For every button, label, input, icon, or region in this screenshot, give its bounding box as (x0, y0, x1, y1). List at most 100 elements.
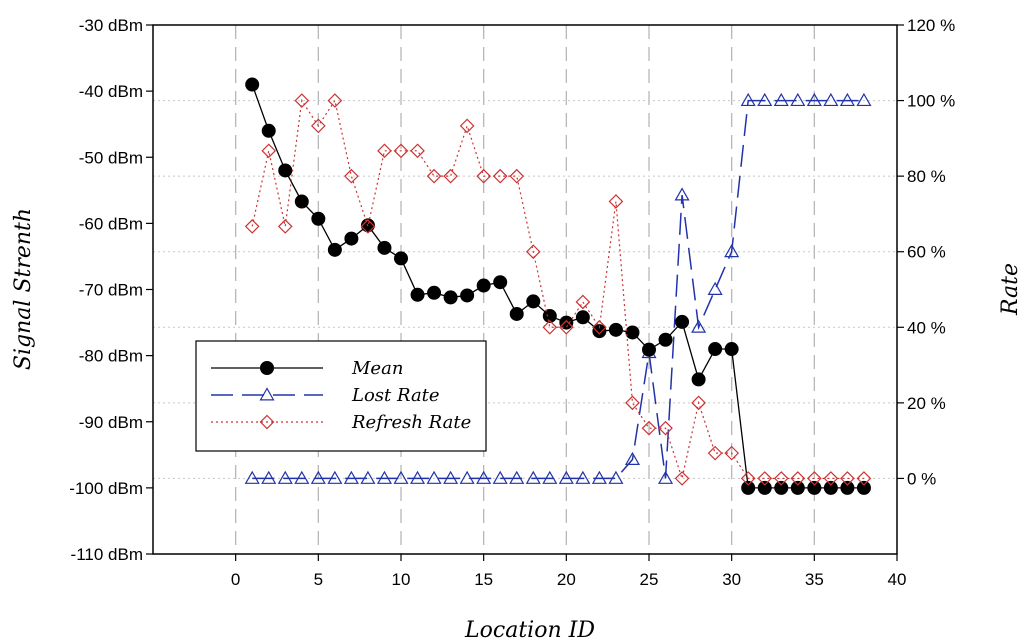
point-refresh-rate (492, 168, 508, 184)
point-lost-rate (790, 92, 806, 107)
y-tick-label: -40 dBm (79, 82, 143, 101)
point-lost-rate (624, 451, 641, 466)
x-tick-label: 40 (888, 570, 907, 589)
point-refresh-rate (360, 219, 376, 234)
point-refresh-rate (310, 118, 326, 134)
y2-tick-label: 60 % (907, 243, 946, 262)
point-lost-rate (360, 470, 376, 484)
legend: Mean Lost Rate Refresh Rate (195, 340, 487, 452)
point-mean (658, 332, 673, 347)
point-lost-rate (542, 470, 558, 484)
point-lost-rate (343, 470, 359, 484)
point-lost-rate (558, 470, 574, 484)
point-refresh-rate (674, 471, 690, 486)
point-refresh-rate (790, 471, 806, 486)
point-lost-rate (839, 92, 855, 107)
point-mean (394, 251, 408, 266)
point-refresh-rate (691, 395, 706, 411)
point-mean (708, 342, 723, 357)
legend-box (195, 340, 487, 452)
y2-tick-label: 80 % (907, 167, 946, 186)
point-mean (294, 194, 309, 209)
point-refresh-rate (459, 118, 475, 134)
point-lost-rate (740, 92, 756, 107)
point-lost-rate (393, 470, 409, 484)
point-mean (261, 123, 276, 138)
point-mean (559, 315, 574, 330)
axes: 0 5 10 15 20 25 30 35 40 -30 dBm -40 dBm -50 dBm -60… (69, 16, 955, 589)
series-refresh-rate (244, 93, 872, 486)
point-mean (823, 480, 838, 495)
x-tick-label: 20 (557, 570, 576, 589)
y-tick-label: -110 dBm (71, 545, 143, 564)
point-refresh-rate (823, 471, 839, 486)
point-lost-rate (856, 92, 872, 107)
point-refresh-rate (426, 168, 442, 184)
point-mean (410, 287, 425, 302)
point-mean (493, 275, 508, 290)
point-lost-rate (409, 470, 426, 484)
point-lost-rate (707, 281, 723, 295)
point-refresh-rate (277, 219, 293, 234)
point-refresh-rate (558, 319, 574, 335)
y2-tick-label: 120 % (907, 16, 955, 35)
legend-label-mean: Mean (351, 358, 403, 379)
point-refresh-rate (840, 471, 855, 486)
y-tick-label: -60 dBm (79, 214, 143, 233)
point-lost-rate (277, 470, 293, 484)
point-mean (741, 480, 756, 495)
point-mean (675, 314, 690, 329)
point-lost-rate (492, 470, 508, 484)
x-tick-label: 0 (231, 570, 240, 589)
x-tick-label: 10 (392, 570, 411, 589)
legend-marker-refresh-rate (259, 414, 275, 430)
point-lost-rate (376, 470, 393, 484)
y-tick-label: -70 dBm (79, 281, 143, 300)
point-lost-rate (691, 319, 707, 333)
y2-tick-label: 0 % (907, 469, 936, 488)
point-mean (311, 211, 326, 226)
y2-tick-label: 100 % (907, 92, 955, 111)
point-refresh-rate (443, 168, 458, 184)
plot-frame (152, 24, 898, 555)
grid (153, 25, 897, 554)
point-refresh-rate (327, 93, 343, 108)
point-mean (840, 480, 855, 495)
point-mean (625, 325, 640, 340)
y2-tick-label: 40 % (907, 318, 946, 337)
point-lost-rate (657, 470, 674, 484)
point-refresh-rate (641, 420, 657, 436)
point-lost-rate (591, 470, 607, 484)
point-mean (327, 242, 342, 257)
point-lost-rate (575, 470, 591, 484)
point-mean (542, 308, 557, 323)
point-refresh-rate (806, 471, 822, 486)
point-refresh-rate (757, 471, 773, 486)
point-refresh-rate (625, 395, 640, 411)
x-tick-label: 15 (474, 570, 493, 589)
series-lost-rate (244, 92, 872, 484)
point-refresh-rate (344, 168, 359, 184)
point-lost-rate (509, 470, 525, 484)
point-mean (807, 480, 822, 495)
point-mean (608, 322, 623, 337)
point-refresh-rate (393, 143, 409, 159)
x-axis-title: Location ID (464, 618, 595, 643)
y-axis-title: Signal Strenth (11, 208, 36, 370)
point-lost-rate (459, 470, 475, 484)
point-refresh-rate (658, 420, 673, 436)
point-lost-rate (773, 92, 789, 107)
point-lost-rate (310, 470, 326, 484)
y2-tick-label: 20 % (907, 394, 946, 413)
point-mean (691, 372, 706, 387)
point-refresh-rate (525, 244, 541, 260)
point-lost-rate (674, 187, 690, 201)
series-layer (244, 77, 872, 495)
point-refresh-rate (377, 143, 392, 159)
point-mean (592, 324, 607, 339)
point-lost-rate (244, 470, 260, 484)
x-tick-label: 30 (722, 570, 741, 589)
point-refresh-rate (509, 168, 525, 184)
legend-label-refresh-rate: Refresh Rate (351, 412, 471, 433)
